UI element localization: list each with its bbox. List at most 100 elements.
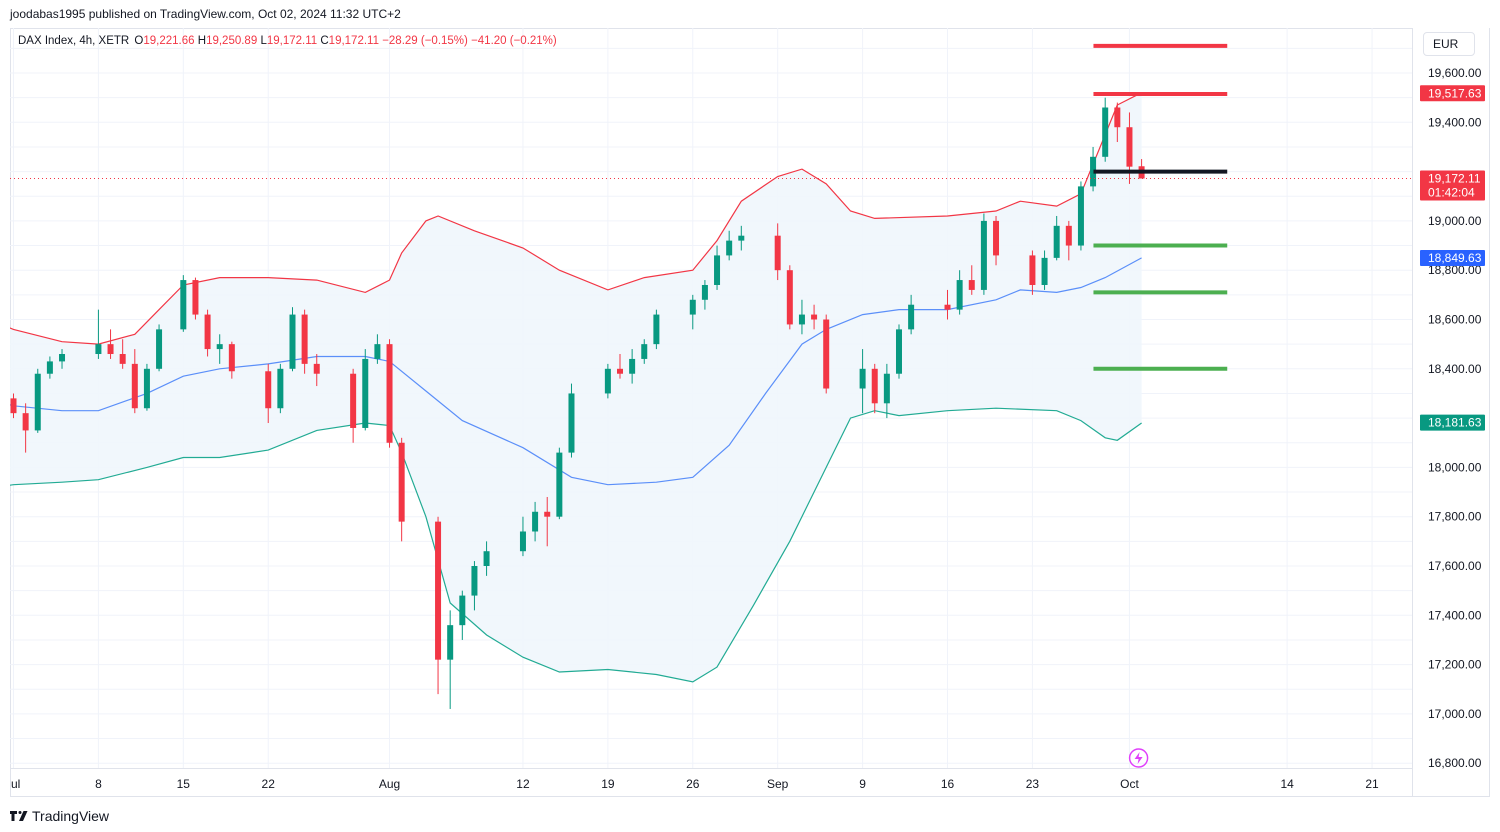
- candle: [1114, 102, 1121, 143]
- candle-body: [277, 368, 284, 409]
- candle-body: [798, 314, 805, 325]
- brand-name: TradingView: [32, 808, 110, 824]
- plot-area[interactable]: [0, 28, 1412, 768]
- price-axis[interactable]: 19,600.00 19,400.00 19,000.00 18,800.00 18,6…: [1420, 66, 1485, 770]
- candle-body: [1065, 225, 1072, 246]
- candle-body: [895, 329, 902, 374]
- candle: [993, 215, 1000, 266]
- change-value: −28.29 (−0.15%): [382, 35, 468, 47]
- candle: [143, 363, 150, 411]
- candle: [883, 363, 890, 419]
- price-tick-label: 16,800.00: [1428, 756, 1482, 770]
- candle-body: [156, 329, 163, 369]
- price-tick-label: 18,000.00: [1428, 460, 1482, 474]
- tradingview-brand[interactable]: TradingView: [10, 806, 109, 826]
- candle: [265, 363, 272, 424]
- candle-body: [10, 398, 17, 414]
- candle-body: [956, 280, 963, 310]
- candle: [119, 339, 126, 369]
- candle: [944, 289, 951, 320]
- candle-body: [350, 373, 357, 428]
- candle-body: [22, 413, 29, 431]
- close-label: C: [320, 35, 329, 47]
- candle: [398, 437, 405, 542]
- open-label: O: [134, 35, 144, 47]
- time-tick-label: Sep: [767, 777, 789, 791]
- time-tick-label: 9: [859, 777, 866, 791]
- price-tick-label: 18,400.00: [1428, 362, 1482, 376]
- candle-body: [313, 363, 320, 374]
- time-tick-label: 19: [601, 777, 615, 791]
- lightning-icon-bolt: [1134, 752, 1143, 764]
- time-tick-label: 16: [941, 777, 955, 791]
- time-tick-label: Aug: [379, 777, 400, 791]
- currency-button[interactable]: EUR: [1423, 32, 1475, 56]
- candle-body: [738, 235, 745, 241]
- candle-body: [532, 511, 539, 532]
- horizontal-levels[interactable]: [1093, 43, 1228, 371]
- candle: [386, 339, 393, 448]
- low-value: 19,172.11: [266, 35, 318, 47]
- time-tick-label: 8: [95, 777, 102, 791]
- candle-body: [653, 314, 660, 345]
- candle-body: [544, 511, 551, 517]
- time-tick-label: 14: [1280, 777, 1294, 791]
- candle-body: [192, 280, 199, 315]
- candle: [107, 329, 114, 359]
- candle-body: [786, 270, 793, 325]
- candle-body: [604, 368, 611, 394]
- time-axis[interactable]: ul 8 15 22 Aug 12 19 26 Sep 9 16 23 Oct 14 21: [11, 777, 1379, 791]
- candle: [617, 354, 623, 379]
- time-tick-label: 12: [516, 777, 530, 791]
- candle: [10, 393, 17, 419]
- candle-body: [568, 393, 575, 453]
- time-tick-label: 26: [686, 777, 700, 791]
- candle: [1090, 146, 1097, 192]
- time-tick-label: 22: [262, 777, 276, 791]
- publisher-line: joodabas1995 published on TradingView.co…: [10, 7, 401, 21]
- candle: [786, 265, 793, 330]
- price-axis-divider: [1412, 28, 1413, 796]
- price-badge-bg: [1420, 170, 1485, 201]
- symbol-label[interactable]: DAX Index, 4h, XETR: [18, 35, 130, 47]
- candle-body: [435, 521, 442, 660]
- candle: [277, 363, 284, 414]
- candle: [95, 309, 102, 359]
- change-value-2: −41.20 (−0.21%): [471, 35, 557, 47]
- candle-body: [714, 255, 721, 285]
- candle-body: [1029, 255, 1036, 285]
- candle-body: [617, 368, 623, 374]
- lightning-icon[interactable]: [1128, 748, 1149, 768]
- candle-body: [131, 363, 138, 409]
- price-badge-label: 18,181.63: [1428, 416, 1482, 430]
- candle: [1053, 215, 1060, 261]
- candle: [811, 304, 818, 330]
- candle-body: [1077, 186, 1084, 246]
- candle: [774, 223, 781, 281]
- low-label: L: [260, 35, 267, 47]
- chart-bottom-border: [10, 796, 1490, 797]
- price-tick-label: 17,600.00: [1428, 559, 1482, 573]
- candle: [980, 213, 987, 295]
- candle: [859, 349, 866, 414]
- ohlc-legend: DAX Index, 4h, XETR O19,221.66 H19,250.8…: [18, 32, 557, 50]
- candles: [10, 97, 1145, 709]
- candle-body: [1041, 257, 1048, 285]
- candle: [483, 541, 490, 576]
- candle: [1065, 220, 1072, 261]
- candle: [701, 280, 708, 310]
- open-value: 19,221.66: [143, 35, 195, 47]
- candle: [350, 368, 357, 443]
- bollinger-basis-line: [10, 257, 1142, 486]
- candle-body: [701, 284, 708, 300]
- candle: [59, 349, 66, 369]
- candle: [216, 334, 223, 364]
- price-badge-label: 19,172.11: [1428, 171, 1481, 185]
- candle: [532, 501, 539, 542]
- candle: [1029, 250, 1036, 295]
- candle: [131, 349, 138, 414]
- candle: [568, 383, 575, 458]
- candle: [689, 294, 696, 330]
